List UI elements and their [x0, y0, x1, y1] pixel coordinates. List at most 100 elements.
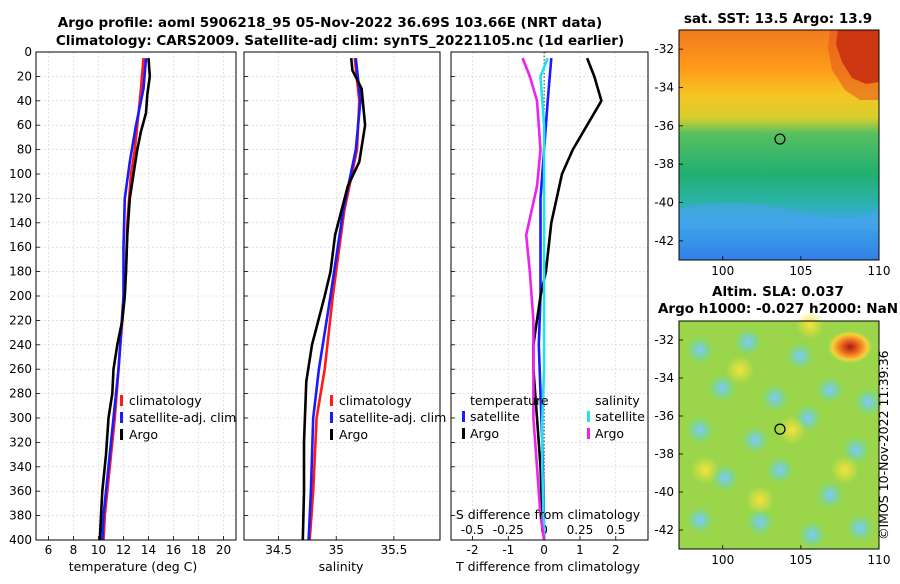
sst-map-title: sat. SST: 13.5 Argo: 13.9 [684, 11, 872, 27]
y-tick-label: 400 [9, 533, 32, 547]
sla-map-title-line2: Argo h1000: -0.027 h2000: NaN [658, 301, 898, 317]
series-line-t-argo [532, 57, 603, 541]
sla-eddy [706, 372, 738, 404]
y-tick-label: 120 [9, 191, 32, 205]
sla-positive-eddy [778, 416, 806, 444]
panel-frame [35, 51, 237, 541]
map-y-tick-label: -40 [654, 485, 674, 499]
x-tick-label: 8 [70, 543, 78, 557]
sla-high-anomaly [828, 331, 872, 363]
difference-xlabel-top: S difference from climatology [456, 507, 641, 522]
legend-swatch-t-satellite [462, 411, 465, 422]
salinity-panel: 34.5 35 35.5 [243, 51, 441, 557]
sla-eddy [784, 340, 816, 372]
map-y-tick-label: -36 [654, 119, 674, 133]
legend-label-satellite: satellite-adj. clim [339, 410, 446, 425]
x-tick-label: 35.5 [381, 543, 408, 557]
sla-eddy [814, 479, 846, 511]
legend-swatch-argo [120, 429, 123, 440]
y-tick-label: 160 [9, 240, 32, 254]
copyright-timestamp: ©IMOS 10-Nov-2022 11:39:36 [876, 350, 891, 540]
y-tick-label: 180 [9, 265, 32, 279]
x-tick-label: 14 [141, 543, 156, 557]
y-tick-label: 240 [9, 338, 32, 352]
sla-eddy [814, 374, 846, 406]
legend-label-argo: Argo [129, 427, 158, 442]
sst-warm-edge [828, 30, 879, 100]
difference-legend-salinity: salinity satellite Argo [587, 393, 645, 441]
sla-eddies [684, 311, 884, 551]
x-tick-label: 18 [191, 543, 206, 557]
difference-xlabel-bottom: T difference from climatology [455, 559, 641, 574]
x-tick-label: 34.5 [265, 543, 292, 557]
series-line-climatology [308, 57, 361, 541]
temperature-xlabel: temperature (deg C) [69, 559, 198, 574]
series-line-s-argo [521, 57, 546, 541]
x-top-tick-label: -0.25 [493, 523, 524, 537]
legend-swatch-argo [330, 429, 333, 440]
sla-eddy [739, 424, 771, 456]
legend-swatch-climatology [120, 395, 123, 406]
sla-eddy [732, 326, 764, 358]
sla-eddy [684, 504, 716, 536]
sla-map-frame [678, 320, 880, 550]
series-line-argo [98, 58, 152, 541]
y-tick-label: 260 [9, 362, 32, 376]
map-y-tick-label: -42 [654, 234, 674, 248]
legend-swatch-t-argo [462, 428, 465, 439]
legend-label-climatology: climatology [129, 393, 202, 408]
x-tick-label: 35 [329, 543, 344, 557]
map-x-tick-label: 100 [711, 264, 734, 278]
legend-label-climatology: climatology [339, 393, 412, 408]
map-y-tick-label: -34 [654, 371, 674, 385]
x-tick-label: -1 [502, 543, 514, 557]
salinity-legend: climatology satellite-adj. clim Argo [330, 393, 446, 442]
sla-float-marker [774, 423, 786, 435]
legend-label-satellite: satellite-adj. clim [129, 410, 236, 425]
x-tick-label: 1 [576, 543, 584, 557]
y-tick-label: 340 [9, 460, 32, 474]
x-tick-label: 10 [91, 543, 106, 557]
x-top-tick-label: 0.25 [567, 523, 594, 537]
legend-label-t-argo: Argo [470, 426, 499, 441]
x-tick-label: 6 [45, 543, 53, 557]
map-y-tick-label: -32 [654, 333, 674, 347]
y-tick-label: 220 [9, 313, 32, 327]
map-x-tick-label: 110 [868, 264, 891, 278]
map-y-tick-label: -40 [654, 196, 674, 210]
legend-title-temperature: temperature [470, 393, 549, 408]
legend-swatch-satellite [330, 412, 333, 423]
legend-label-s-argo: Argo [595, 426, 624, 441]
x-top-tick-label: 0.5 [606, 523, 625, 537]
sla-eddy [759, 382, 791, 414]
sst-map-axes: -32 -34 -36 -38 -40 -42 100 105 110 [654, 42, 890, 278]
x-tick-label: 12 [116, 543, 131, 557]
sst-float-marker [774, 133, 786, 145]
sla-positive-eddy [726, 356, 754, 384]
sla-eddy [796, 519, 828, 551]
y-tick-label: 0 [24, 45, 32, 59]
sst-map-frame [678, 29, 880, 261]
map-x-tick-label: 100 [711, 553, 734, 567]
sla-eddy [852, 386, 884, 418]
sla-map-axes: -32 -34 -36 -38 -40 -42 100 105 110 [654, 333, 890, 567]
series-line-argo [301, 57, 367, 541]
y-tick-label: 60 [17, 118, 32, 132]
panel-frame [450, 51, 649, 541]
panel-frame [243, 51, 441, 541]
legend-swatch-climatology [330, 395, 333, 406]
y-tick-label: 100 [9, 167, 32, 181]
temperature-panel: 0 20 40 60 80 100 120 140 160 180 200 220 240 260 280 3… [9, 45, 237, 557]
y-tick-label: 380 [9, 509, 32, 523]
sla-eddy [684, 334, 716, 366]
map-y-tick-label: -36 [654, 409, 674, 423]
series-line-satellite-adj-clim [307, 57, 362, 541]
map-y-tick-label: -34 [654, 81, 674, 95]
y-tick-label: 200 [9, 289, 32, 303]
y-tick-label: 20 [17, 69, 32, 83]
map-x-tick-label: 105 [789, 264, 812, 278]
temperature-legend: climatology satellite-adj. clim Argo [120, 393, 236, 442]
x-tick-label: 20 [216, 543, 231, 557]
sla-eddy [744, 506, 776, 538]
